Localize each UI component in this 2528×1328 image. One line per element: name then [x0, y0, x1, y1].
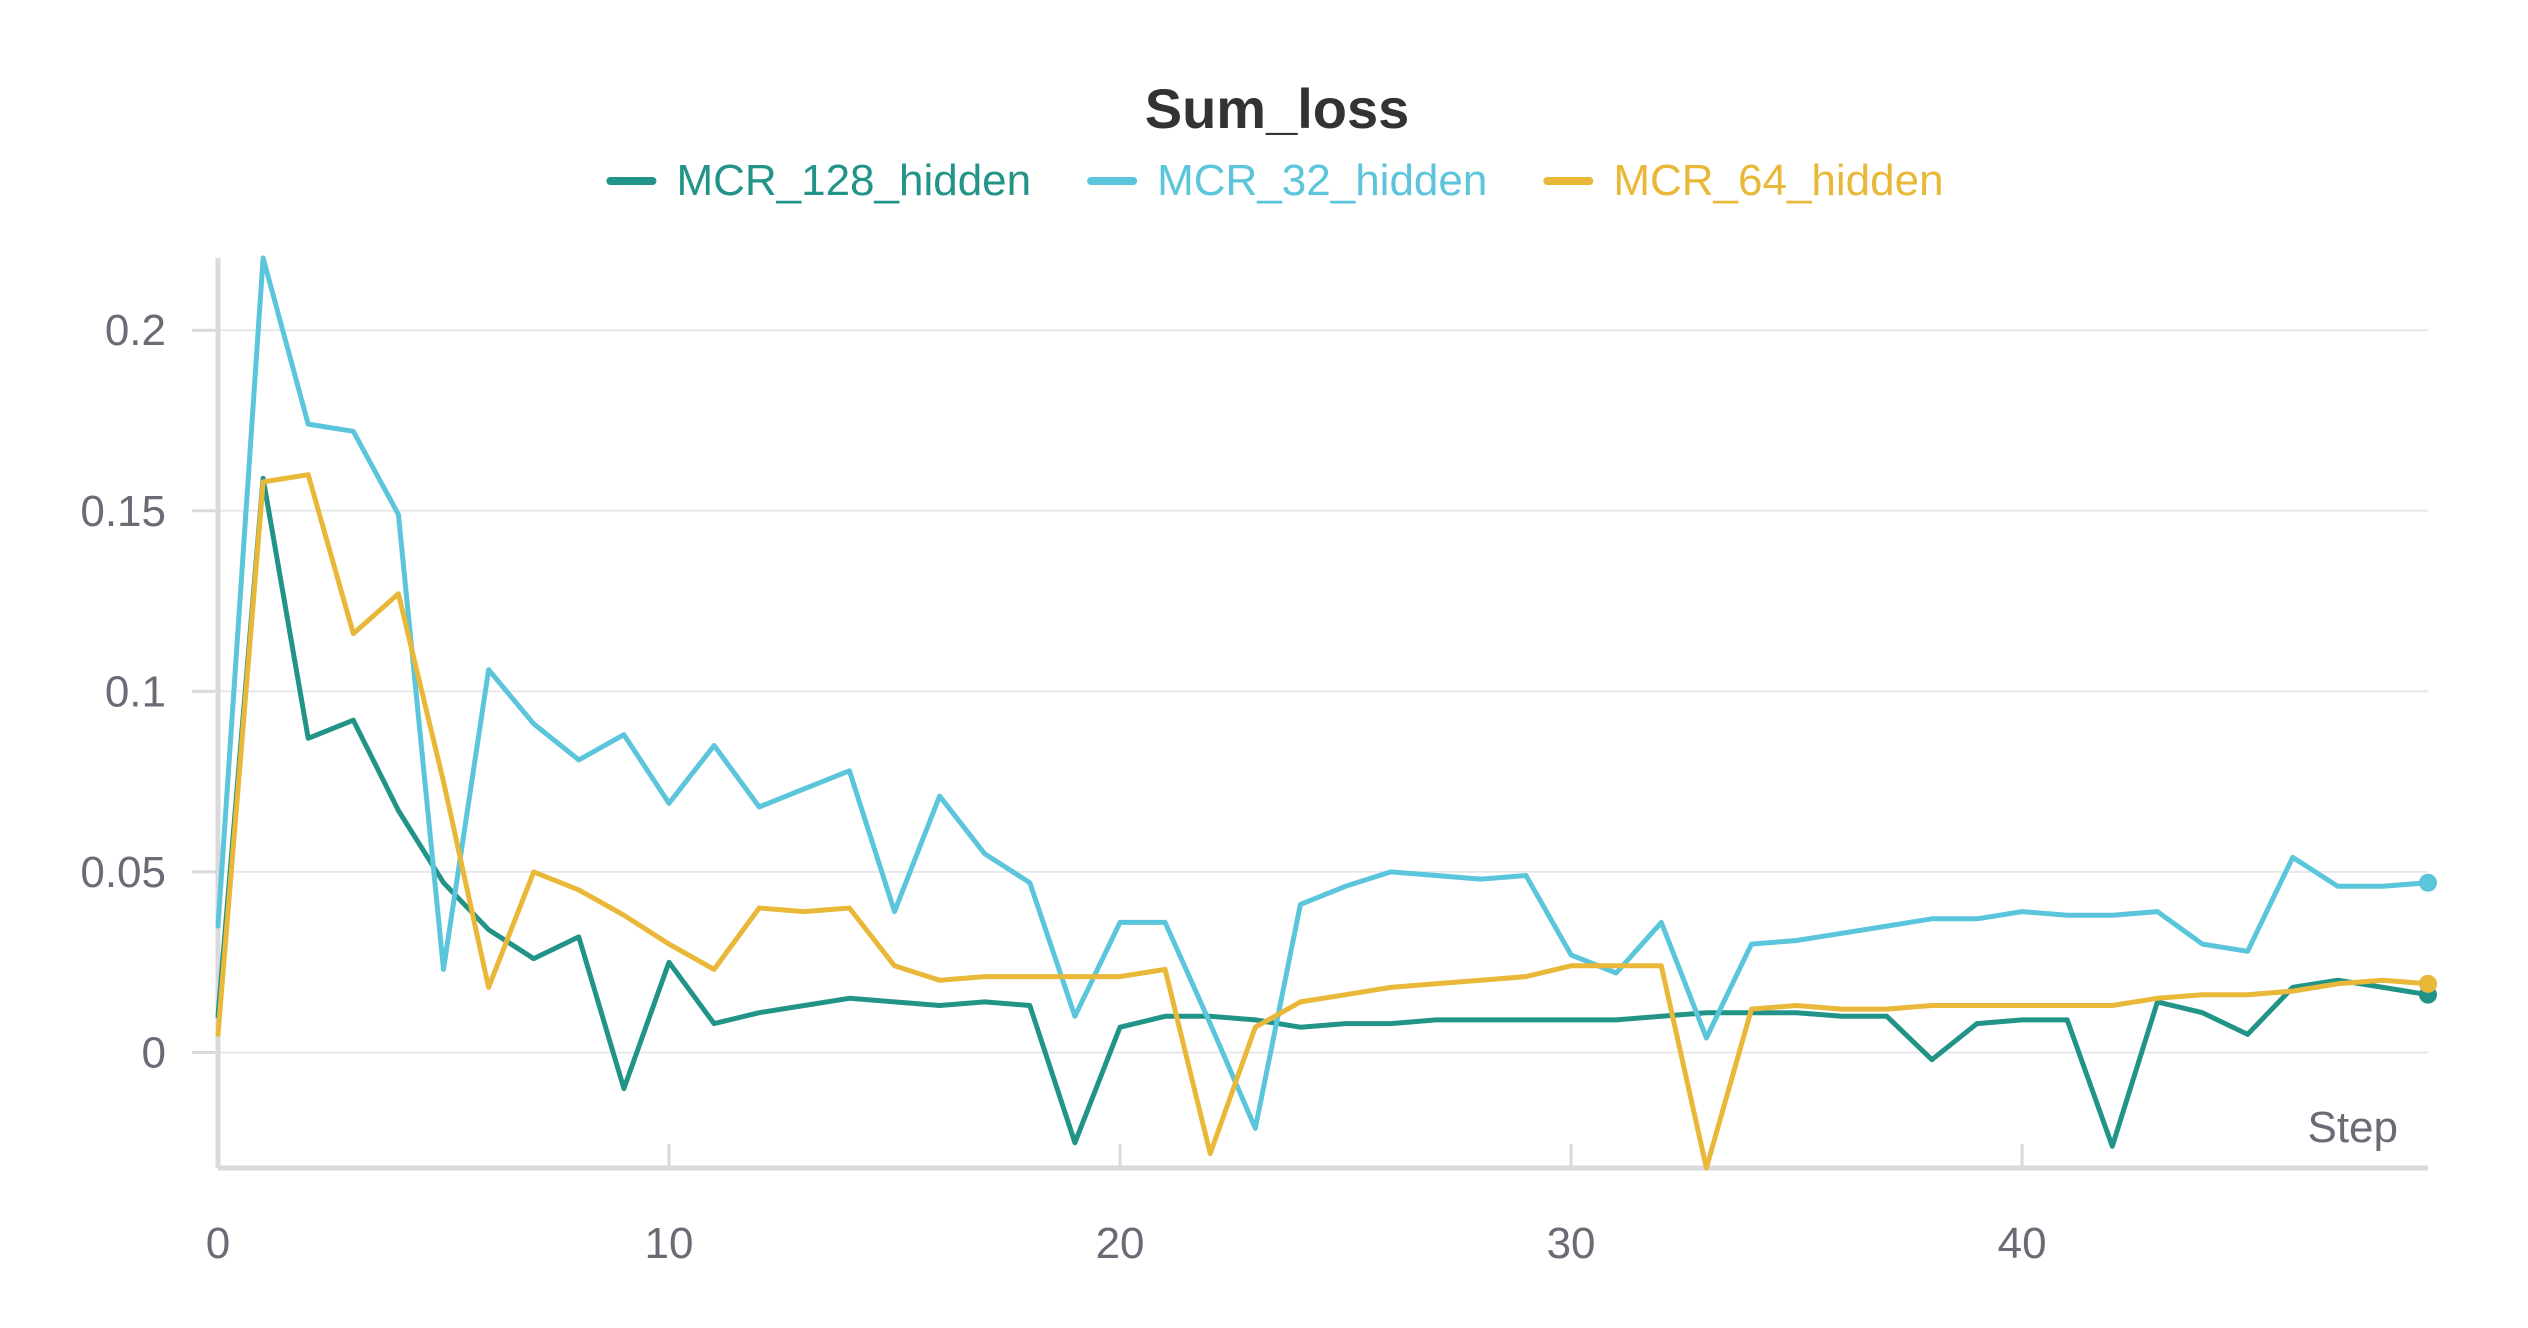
- grid: [218, 329, 2428, 1054]
- axes: 0 0.05 0.1 0.15 0.2 0 10 20 30 40: [80, 258, 2428, 1268]
- series-line-MCR_128_hidden: [215, 475, 2431, 1149]
- legend-item-MCR_64_hidden[interactable]: MCR_64_hidden: [1543, 156, 1944, 205]
- series-line-MCR_64_hidden: [215, 472, 2431, 1171]
- legend-label: MCR_32_hidden: [1157, 156, 1487, 205]
- y-tick-label: 0: [142, 1028, 166, 1077]
- chart-title: Sum_loss: [1145, 77, 1410, 140]
- x-axis-label: Step: [2307, 1103, 2398, 1152]
- x-tick-label: 30: [1547, 1219, 1596, 1268]
- y-tick-label: 0.05: [80, 848, 166, 897]
- series-line-MCR_32_hidden: [215, 255, 2431, 1131]
- series-end-point-MCR_32_hidden: [2419, 873, 2437, 892]
- x-tick-label: 40: [1998, 1219, 2047, 1268]
- y-tick-label: 0.15: [80, 487, 166, 536]
- legend-item-MCR_32_hidden[interactable]: MCR_32_hidden: [1087, 156, 1487, 205]
- y-tick-label: 0.1: [105, 667, 166, 716]
- series-layer: [215, 255, 2437, 1171]
- legend-item-MCR_128_hidden[interactable]: MCR_128_hidden: [606, 156, 1031, 205]
- series-end-point-MCR_64_hidden: [2419, 974, 2437, 993]
- y-tick-label: 0.2: [105, 306, 166, 355]
- x-tick-label: 10: [645, 1219, 694, 1268]
- x-tick-label: 0: [206, 1219, 230, 1268]
- legend-label: MCR_64_hidden: [1613, 156, 1943, 205]
- legend: MCR_128_hidden MCR_32_hidden MCR_64_hidden: [606, 156, 1944, 205]
- legend-label: MCR_128_hidden: [676, 156, 1031, 205]
- x-tick-label: 20: [1096, 1219, 1145, 1268]
